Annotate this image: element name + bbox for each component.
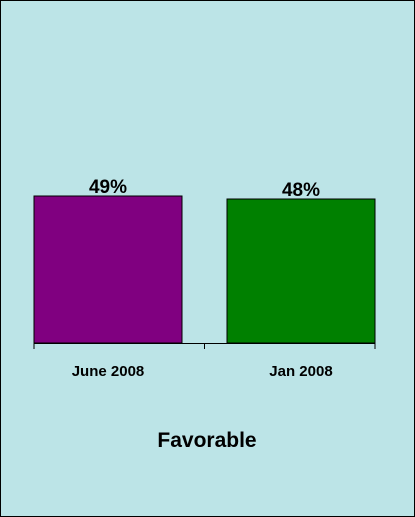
bar-jan-2008 (226, 198, 376, 344)
data-labels-group: 49% 48% (89, 177, 320, 201)
chart-title: Favorable (157, 429, 256, 452)
category-labels-group: June 2008 Jan 2008 (72, 363, 333, 380)
data-label-june-2008: 49% (89, 177, 127, 198)
bar-june-2008 (33, 195, 183, 344)
x-axis (33, 343, 376, 349)
category-label-june-2008: June 2008 (72, 363, 145, 380)
category-label-jan-2008: Jan 2008 (269, 363, 332, 380)
data-label-jan-2008: 48% (282, 180, 320, 201)
bars-group (33, 195, 376, 344)
